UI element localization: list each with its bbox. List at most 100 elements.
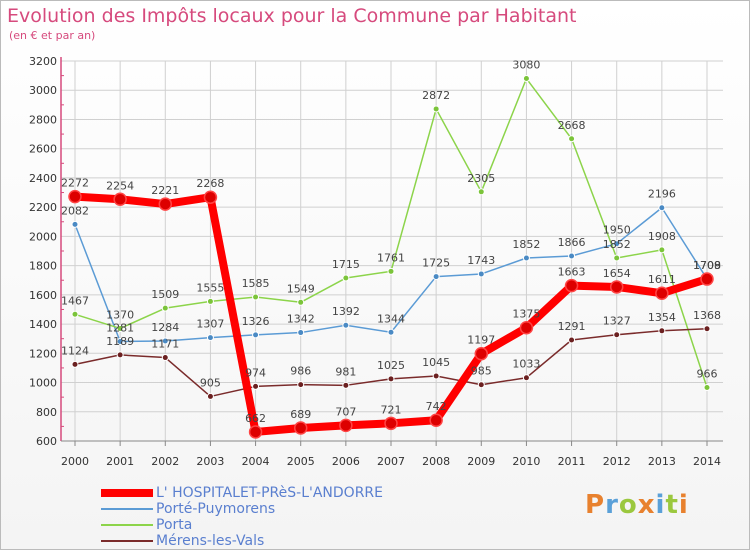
data-point-port-puymorens bbox=[477, 270, 485, 278]
data-point-port-puymorens bbox=[613, 240, 621, 248]
y-tick-label: 2800 bbox=[29, 113, 57, 126]
data-point-porta bbox=[116, 324, 124, 332]
legend-label: Porté-Puymorens bbox=[156, 501, 276, 517]
data-point-m-rens-les-vals bbox=[613, 331, 621, 339]
proxiti-logo: Proxiti bbox=[585, 490, 689, 520]
data-label-l-hospitalet-pr-s-l-andorre: 662 bbox=[245, 412, 266, 425]
data-label-port-puymorens: 1342 bbox=[287, 313, 315, 326]
data-label-l-hospitalet-pr-s-l-andorre: 721 bbox=[381, 403, 402, 416]
data-point-port-puymorens bbox=[116, 337, 124, 345]
data-label-l-hospitalet-pr-s-l-andorre: 689 bbox=[290, 408, 311, 421]
data-label-m-rens-les-vals: 1327 bbox=[603, 315, 631, 328]
x-tick-label: 2004 bbox=[242, 455, 270, 468]
x-tick-label: 2014 bbox=[693, 455, 721, 468]
data-label-l-hospitalet-pr-s-l-andorre: 1375 bbox=[512, 308, 540, 321]
data-point-m-rens-les-vals bbox=[658, 327, 666, 335]
y-tick-label: 1600 bbox=[29, 289, 57, 302]
x-tick-label: 2001 bbox=[106, 455, 134, 468]
data-label-port-puymorens: 1326 bbox=[242, 315, 270, 328]
data-label-m-rens-les-vals: 1171 bbox=[151, 338, 179, 351]
data-point-m-rens-les-vals bbox=[387, 375, 395, 383]
x-tick-label: 2010 bbox=[512, 455, 540, 468]
logo-letter: r bbox=[605, 490, 619, 520]
data-point-porta bbox=[613, 254, 621, 262]
legend-label: L' HOSPITALET-PRèS-L'ANDORRE bbox=[156, 485, 384, 501]
data-label-porta: 1585 bbox=[242, 277, 270, 290]
data-label-l-hospitalet-pr-s-l-andorre: 2272 bbox=[61, 177, 89, 190]
data-point-porta bbox=[477, 188, 485, 196]
y-tick-label: 3000 bbox=[29, 84, 57, 97]
y-tick-label: 2200 bbox=[29, 201, 57, 214]
data-point-m-rens-les-vals bbox=[432, 372, 440, 380]
data-label-porta: 1555 bbox=[196, 281, 224, 294]
logo-letter: i bbox=[678, 490, 689, 520]
data-label-port-puymorens: 1852 bbox=[512, 238, 540, 251]
data-label-porta: 3080 bbox=[512, 59, 540, 72]
data-point-port-puymorens bbox=[297, 329, 305, 337]
data-label-m-rens-les-vals: 974 bbox=[245, 366, 266, 379]
data-label-l-hospitalet-pr-s-l-andorre: 1654 bbox=[603, 267, 631, 280]
data-label-l-hospitalet-pr-s-l-andorre: 742 bbox=[426, 400, 447, 413]
data-label-l-hospitalet-pr-s-l-andorre: 2254 bbox=[106, 179, 134, 192]
chart-subtitle: (en € et par an) bbox=[9, 29, 96, 42]
data-label-port-puymorens: 1725 bbox=[422, 257, 450, 270]
data-label-porta: 1370 bbox=[106, 308, 134, 321]
data-point-m-rens-les-vals bbox=[161, 354, 169, 362]
data-label-porta: 1908 bbox=[648, 230, 676, 243]
logo-letter: x bbox=[637, 490, 656, 520]
y-tick-label: 600 bbox=[36, 435, 57, 448]
data-label-port-puymorens: 1866 bbox=[558, 236, 586, 249]
data-label-port-puymorens: 1344 bbox=[377, 312, 405, 325]
data-point-l-hospitalet-pr-s-l-andorre bbox=[700, 272, 714, 286]
data-label-m-rens-les-vals: 1291 bbox=[558, 320, 586, 333]
data-label-m-rens-les-vals: 981 bbox=[335, 365, 356, 378]
logo-letter: o bbox=[618, 490, 638, 520]
data-point-porta bbox=[297, 298, 305, 306]
data-point-porta bbox=[522, 75, 530, 83]
data-point-m-rens-les-vals bbox=[703, 325, 711, 333]
x-tick-label: 2012 bbox=[603, 455, 631, 468]
data-label-l-hospitalet-pr-s-l-andorre: 1611 bbox=[648, 273, 676, 286]
data-label-l-hospitalet-pr-s-l-andorre: 2221 bbox=[151, 184, 179, 197]
data-point-m-rens-les-vals bbox=[522, 374, 530, 382]
data-label-port-puymorens: 2196 bbox=[648, 188, 676, 201]
data-label-port-puymorens: 1281 bbox=[106, 321, 134, 334]
data-label-m-rens-les-vals: 986 bbox=[290, 365, 311, 378]
data-point-m-rens-les-vals bbox=[252, 382, 260, 390]
data-point-porta bbox=[432, 105, 440, 113]
chart-title: Evolution des Impôts locaux pour la Comm… bbox=[7, 5, 577, 27]
data-point-l-hospitalet-pr-s-l-andorre bbox=[203, 190, 218, 204]
y-tick-label: 800 bbox=[36, 406, 57, 419]
data-label-l-hospitalet-pr-s-l-andorre: 707 bbox=[335, 405, 356, 418]
x-tick-label: 2007 bbox=[377, 455, 405, 468]
data-label-m-rens-les-vals: 1025 bbox=[377, 359, 405, 372]
data-point-port-puymorens bbox=[568, 252, 576, 260]
axis-layer: 600 800 1000 1200 1400 1600 1800 2000 2200 2400 26… bbox=[29, 55, 723, 468]
data-point-m-rens-les-vals bbox=[206, 392, 214, 400]
y-tick-label: 2000 bbox=[29, 230, 57, 243]
y-tick-label: 3200 bbox=[29, 55, 57, 68]
data-point-port-puymorens bbox=[161, 337, 169, 345]
y-tick-label: 1800 bbox=[29, 260, 57, 273]
y-tick-label: 2400 bbox=[29, 172, 57, 185]
legend-swatch bbox=[101, 540, 153, 542]
data-label-m-rens-les-vals: 905 bbox=[200, 376, 221, 389]
x-tick-label: 2003 bbox=[196, 455, 224, 468]
x-tick-label: 2008 bbox=[422, 455, 450, 468]
data-label-porta: 1467 bbox=[61, 294, 89, 307]
x-tick-label: 2005 bbox=[287, 455, 315, 468]
data-point-l-hospitalet-pr-s-l-andorre bbox=[339, 418, 353, 433]
data-point-m-rens-les-vals bbox=[71, 360, 79, 368]
y-tick-label: 1000 bbox=[29, 377, 57, 390]
data-label-port-puymorens: 1307 bbox=[196, 318, 224, 331]
data-point-l-hospitalet-pr-s-l-andorre bbox=[655, 286, 669, 300]
data-point-port-puymorens bbox=[432, 273, 440, 281]
data-point-l-hospitalet-pr-s-l-andorre bbox=[474, 346, 489, 361]
data-label-port-puymorens: 1950 bbox=[603, 224, 631, 237]
data-point-m-rens-les-vals bbox=[116, 351, 124, 359]
logo-letter: P bbox=[585, 490, 606, 520]
data-point-port-puymorens bbox=[71, 220, 79, 228]
data-label-porta: 1549 bbox=[287, 282, 315, 295]
x-tick-label: 2011 bbox=[558, 455, 586, 468]
